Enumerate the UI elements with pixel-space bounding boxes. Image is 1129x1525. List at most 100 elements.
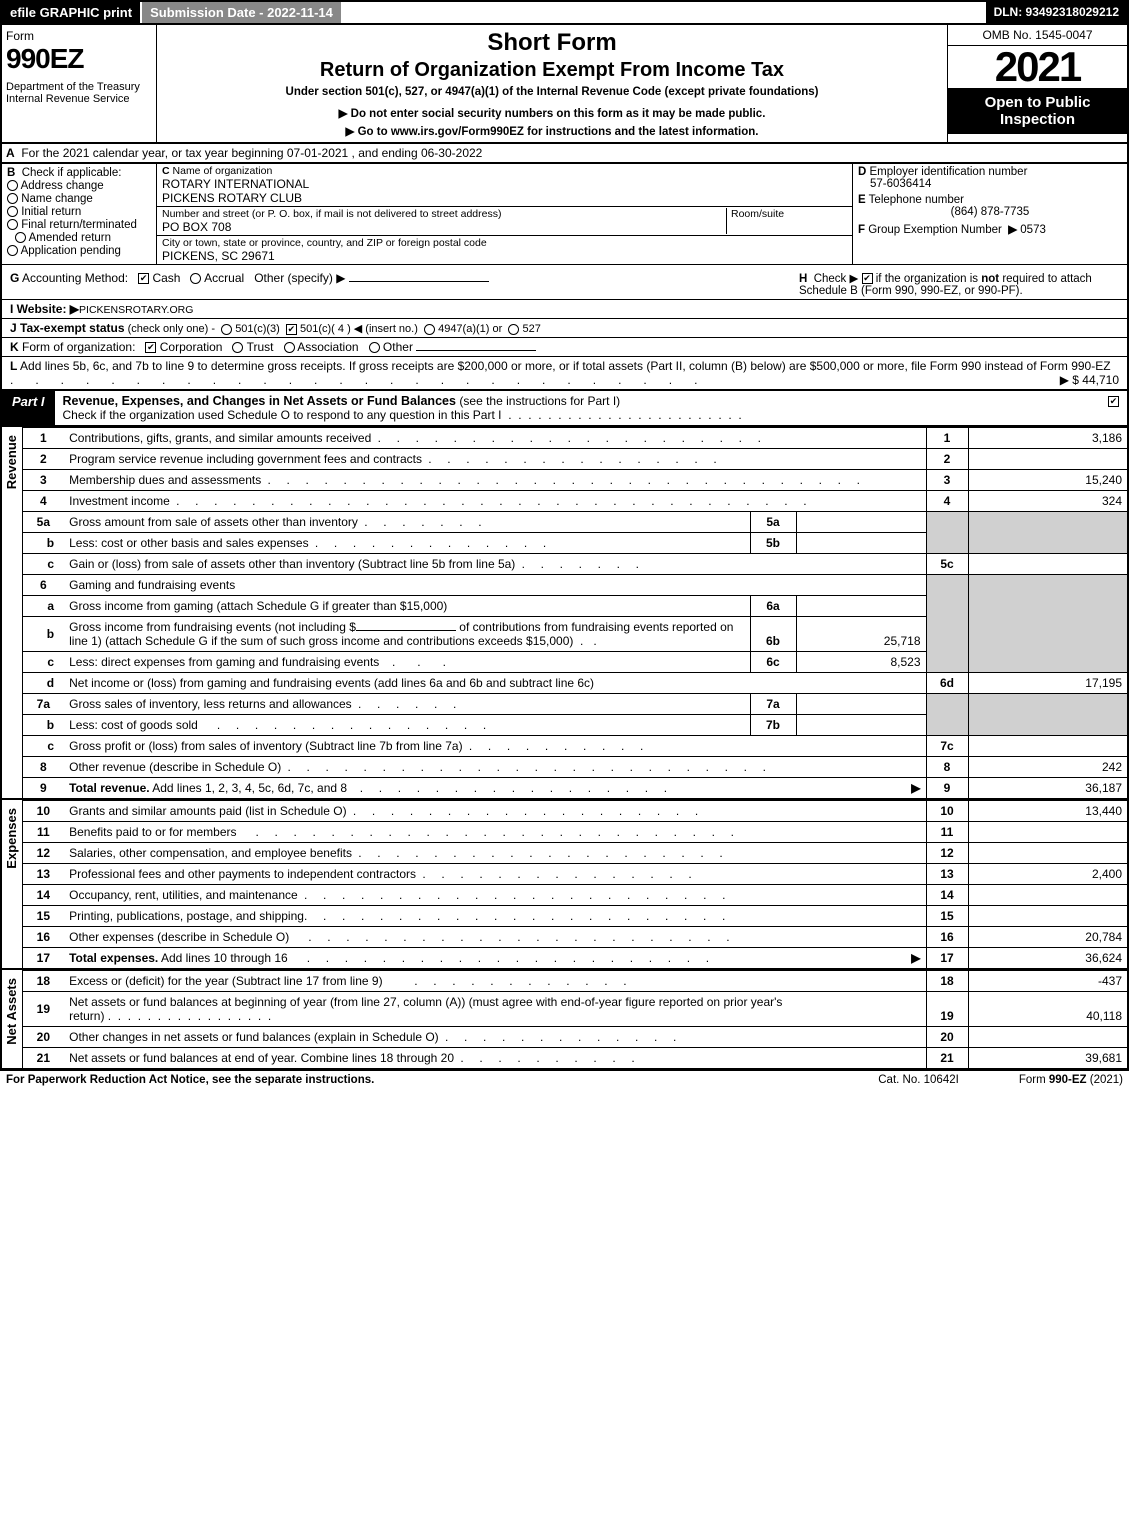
l21-amt: 39,681 (968, 1048, 1128, 1070)
line-12: 12 Salaries, other compensation, and emp… (22, 843, 1128, 864)
section-k: K Form of organization: ✔ Corporation Tr… (0, 338, 1129, 357)
l6a-desc: Gross income from gaming (attach Schedul… (64, 596, 750, 617)
org-street: PO BOX 708 (162, 220, 726, 234)
line-18: 18 Excess or (deficit) for the year (Sub… (22, 971, 1128, 992)
k-lbl: Form of organization: (22, 340, 135, 354)
l12-amt (968, 843, 1128, 864)
part-i-header: Part I Revenue, Expenses, and Changes in… (0, 390, 1129, 427)
cb-h[interactable]: ✔ (862, 273, 873, 284)
top-bar: efile GRAPHIC print Submission Date - 20… (0, 0, 1129, 25)
cb-assoc[interactable] (284, 342, 295, 353)
other-method-blank[interactable] (349, 281, 489, 282)
l7b-desc: Less: cost of goods sold (69, 718, 198, 732)
revenue-section: Revenue 1 Contributions, gifts, grants, … (0, 427, 1129, 800)
cb-501c[interactable]: ✔ (286, 324, 297, 335)
lbl-501c: 501(c)( 4 ) ◀ (insert no.) (300, 323, 418, 335)
goto-post: for instructions and the latest informat… (524, 126, 759, 138)
c-street-lbl: Number and street (or P. O. box, if mail… (162, 208, 726, 220)
col-h: H Check ▶ ✔ if the organization is not r… (799, 271, 1119, 297)
line-3: 3 Membership dues and assessments . . . … (22, 470, 1128, 491)
section-gh: G Accounting Method: ✔ Cash Accrual Othe… (0, 265, 1129, 300)
cb-4947[interactable] (424, 324, 435, 335)
l6d-amt: 17,195 (968, 673, 1128, 694)
cb-501c3[interactable] (221, 324, 232, 335)
line-21: 21 Net assets or fund balances at end of… (22, 1048, 1128, 1070)
cb-name-change[interactable] (7, 193, 18, 204)
line-16: 16 Other expenses (describe in Schedule … (22, 927, 1128, 948)
e-lbl: Telephone number (869, 194, 964, 206)
line-13: 13 Professional fees and other payments … (22, 864, 1128, 885)
l17-amt: 36,624 (968, 948, 1128, 970)
cb-corp[interactable]: ✔ (145, 342, 156, 353)
l7b-val (796, 715, 926, 736)
group-exemption: 0573 (1020, 224, 1046, 236)
l19-amt: 40,118 (968, 992, 1128, 1027)
j-lbl: Tax-exempt status (20, 321, 124, 335)
cb-cash[interactable]: ✔ (138, 273, 149, 284)
expenses-section: Expenses 10 Grants and similar amounts p… (0, 800, 1129, 970)
line-15: 15 Printing, publications, postage, and … (22, 906, 1128, 927)
irs-link[interactable]: www.irs.gov/Form990EZ (391, 126, 524, 138)
cb-527[interactable] (508, 324, 519, 335)
l2-amt (968, 449, 1128, 470)
cb-initial-return[interactable] (7, 206, 18, 217)
lbl-application-pending: Application pending (21, 245, 121, 257)
l1-amt: 3,186 (968, 428, 1128, 449)
cb-trust[interactable] (232, 342, 243, 353)
org-name: ROTARY INTERNATIONAL PICKENS ROTARY CLUB (162, 177, 847, 205)
h-check: Check ▶ (814, 273, 859, 285)
form-header: Form 990EZ Department of the Treasury In… (0, 25, 1129, 144)
cb-other-org[interactable] (369, 342, 380, 353)
form-ref: Form 990-EZ (2021) (1019, 1074, 1123, 1086)
page-footer: For Paperwork Reduction Act Notice, see … (0, 1070, 1129, 1089)
lbl-other-method: Other (specify) ▶ (254, 271, 345, 285)
line-8: 8 Other revenue (describe in Schedule O)… (22, 757, 1128, 778)
ein-value: 57-6036414 (870, 178, 1122, 190)
section-l: L Add lines 5b, 6c, and 7b to line 9 to … (0, 357, 1129, 390)
header-left: Form 990EZ Department of the Treasury In… (2, 25, 157, 142)
cb-final-return[interactable] (7, 219, 18, 230)
l8-amt: 242 (968, 757, 1128, 778)
l15-desc: Printing, publications, postage, and shi… (69, 909, 304, 923)
c-city-lbl: City or town, state or province, country… (162, 237, 847, 249)
header-center: Short Form Return of Organization Exempt… (157, 25, 947, 142)
line-17: 17 Total expenses. Add lines 10 through … (22, 948, 1128, 970)
l4-desc: Investment income (69, 494, 170, 508)
lbl-501c3: 501(c)(3) (235, 323, 280, 335)
part-i-note: (see the instructions for Part I) (459, 394, 620, 408)
l11-amt (968, 822, 1128, 843)
l12-desc: Salaries, other compensation, and employ… (69, 846, 352, 860)
cb-amended-return[interactable] (15, 232, 26, 243)
row-a-text: For the 2021 calendar year, or tax year … (21, 146, 482, 160)
cb-part-i-schedule-o[interactable]: ✔ (1108, 396, 1119, 407)
l13-desc: Professional fees and other payments to … (69, 867, 416, 881)
efile-print-button[interactable]: efile GRAPHIC print (2, 2, 142, 23)
b-title: Check if applicable: (22, 167, 122, 179)
l11-desc: Benefits paid to or for members (69, 825, 236, 839)
h-text2: if the organization is (876, 273, 981, 285)
cb-address-change[interactable] (7, 180, 18, 191)
f-lbl: Group Exemption Number (868, 224, 1002, 236)
line-1: 1 Contributions, gifts, grants, and simi… (22, 428, 1128, 449)
l19-desc: Net assets or fund balances at beginning… (69, 995, 782, 1023)
cat-no: Cat. No. 10642I (878, 1074, 959, 1086)
cb-application-pending[interactable] (7, 245, 18, 256)
l6d-desc: Net income or (loss) from gaming and fun… (64, 673, 926, 694)
cb-accrual[interactable] (190, 273, 201, 284)
form-number: 990EZ (6, 43, 152, 75)
l20-amt (968, 1027, 1128, 1048)
col-g: G Accounting Method: ✔ Cash Accrual Othe… (10, 271, 799, 297)
l7c-desc: Gross profit or (loss) from sales of inv… (69, 739, 462, 753)
subtitle-ssn: ▶ Do not enter social security numbers o… (161, 106, 943, 120)
submission-date-button[interactable]: Submission Date - 2022-11-14 (142, 2, 343, 23)
g-lbl: Accounting Method: (22, 271, 128, 285)
revenue-table: 1 Contributions, gifts, grants, and simi… (22, 427, 1129, 800)
title-short-form: Short Form (161, 29, 943, 57)
l14-desc: Occupancy, rent, utilities, and maintena… (69, 888, 298, 902)
section-j: J Tax-exempt status (check only one) - 5… (0, 319, 1129, 338)
other-org-blank[interactable] (416, 350, 536, 351)
d-lbl: Employer identification number (870, 166, 1028, 178)
header-right: OMB No. 1545-0047 2021 Open to Public In… (947, 25, 1127, 142)
h-not: not (981, 273, 999, 285)
section-i: I Website: ▶PICKENSROTARY.ORG (0, 300, 1129, 319)
